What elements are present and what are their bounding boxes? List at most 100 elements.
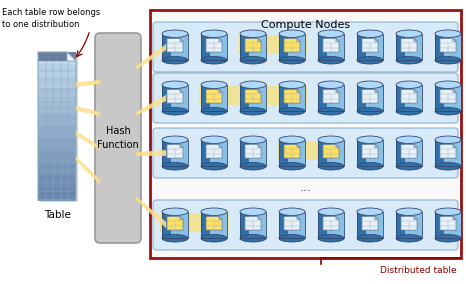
Bar bbox=[357, 140, 366, 166]
Polygon shape bbox=[323, 216, 339, 230]
Ellipse shape bbox=[162, 30, 188, 37]
Ellipse shape bbox=[279, 81, 305, 89]
Polygon shape bbox=[453, 89, 456, 93]
Ellipse shape bbox=[279, 208, 305, 216]
Bar bbox=[279, 140, 305, 166]
Polygon shape bbox=[297, 89, 300, 93]
Polygon shape bbox=[258, 216, 261, 220]
Bar bbox=[240, 34, 266, 60]
Ellipse shape bbox=[240, 208, 266, 216]
Polygon shape bbox=[401, 145, 417, 158]
Bar bbox=[38, 77, 76, 90]
Polygon shape bbox=[180, 145, 183, 148]
Ellipse shape bbox=[396, 81, 422, 89]
Polygon shape bbox=[414, 145, 417, 148]
Bar bbox=[210, 212, 227, 238]
Polygon shape bbox=[362, 89, 378, 103]
Polygon shape bbox=[206, 216, 222, 230]
Bar bbox=[396, 34, 422, 60]
Bar bbox=[277, 141, 346, 160]
Ellipse shape bbox=[201, 162, 227, 170]
FancyBboxPatch shape bbox=[153, 128, 458, 178]
Polygon shape bbox=[76, 132, 100, 150]
Polygon shape bbox=[362, 145, 378, 158]
Ellipse shape bbox=[162, 235, 188, 242]
Text: ...: ... bbox=[300, 181, 311, 193]
Bar bbox=[171, 212, 188, 238]
Ellipse shape bbox=[435, 235, 461, 242]
Polygon shape bbox=[219, 216, 222, 220]
Ellipse shape bbox=[396, 57, 422, 64]
Polygon shape bbox=[167, 39, 183, 52]
Ellipse shape bbox=[318, 136, 344, 143]
Polygon shape bbox=[323, 89, 339, 103]
Polygon shape bbox=[453, 39, 456, 42]
Ellipse shape bbox=[318, 108, 344, 115]
Bar bbox=[357, 212, 383, 238]
Polygon shape bbox=[180, 89, 183, 93]
Ellipse shape bbox=[318, 235, 344, 242]
Bar bbox=[38, 64, 76, 78]
Bar bbox=[279, 212, 305, 238]
Polygon shape bbox=[414, 39, 417, 42]
Polygon shape bbox=[453, 145, 456, 148]
Ellipse shape bbox=[240, 57, 266, 64]
Ellipse shape bbox=[435, 108, 461, 115]
Bar bbox=[171, 34, 188, 60]
Bar bbox=[240, 140, 266, 166]
Bar bbox=[444, 212, 461, 238]
Bar bbox=[279, 212, 288, 238]
Polygon shape bbox=[336, 145, 339, 148]
Bar bbox=[160, 213, 229, 232]
Bar bbox=[318, 212, 327, 238]
Ellipse shape bbox=[240, 136, 266, 143]
Polygon shape bbox=[245, 89, 261, 103]
Bar bbox=[201, 212, 227, 238]
Polygon shape bbox=[401, 39, 417, 52]
Bar bbox=[405, 85, 422, 111]
Bar bbox=[396, 212, 422, 238]
Bar bbox=[201, 212, 210, 238]
Polygon shape bbox=[362, 216, 378, 230]
Ellipse shape bbox=[396, 162, 422, 170]
Bar bbox=[201, 34, 227, 60]
Ellipse shape bbox=[201, 108, 227, 115]
Bar bbox=[249, 140, 266, 166]
Polygon shape bbox=[284, 39, 300, 52]
Polygon shape bbox=[284, 89, 300, 103]
Polygon shape bbox=[284, 216, 300, 230]
Bar bbox=[38, 126, 76, 139]
Ellipse shape bbox=[162, 208, 188, 216]
Bar bbox=[435, 34, 461, 60]
Polygon shape bbox=[453, 216, 456, 220]
Polygon shape bbox=[167, 145, 183, 158]
Bar bbox=[366, 212, 383, 238]
Polygon shape bbox=[258, 39, 261, 42]
Bar bbox=[279, 34, 288, 60]
Polygon shape bbox=[297, 39, 300, 42]
Bar bbox=[366, 140, 383, 166]
Bar bbox=[150, 10, 461, 258]
Bar bbox=[435, 212, 444, 238]
Bar bbox=[279, 34, 305, 60]
Polygon shape bbox=[167, 216, 183, 230]
Bar bbox=[435, 85, 444, 111]
Ellipse shape bbox=[435, 208, 461, 216]
Bar bbox=[435, 85, 461, 111]
Bar bbox=[162, 140, 188, 166]
Bar bbox=[279, 140, 288, 166]
Ellipse shape bbox=[240, 162, 266, 170]
Bar bbox=[240, 85, 249, 111]
Bar bbox=[201, 85, 227, 111]
Bar bbox=[171, 140, 188, 166]
Bar bbox=[357, 140, 383, 166]
Bar bbox=[396, 85, 405, 111]
Bar bbox=[162, 34, 188, 60]
Bar bbox=[327, 34, 344, 60]
Bar bbox=[162, 34, 171, 60]
Ellipse shape bbox=[357, 81, 383, 89]
Bar bbox=[435, 212, 461, 238]
Polygon shape bbox=[167, 89, 183, 103]
Polygon shape bbox=[336, 89, 339, 93]
Ellipse shape bbox=[396, 136, 422, 143]
